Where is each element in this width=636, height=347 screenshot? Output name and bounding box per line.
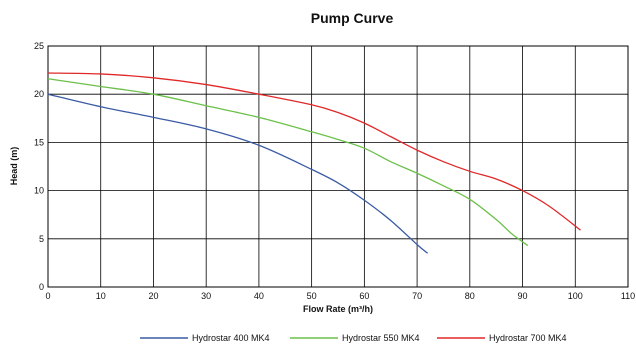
x-tick-label: 50 <box>307 291 317 301</box>
x-tick-label: 30 <box>201 291 211 301</box>
chart-title: Pump Curve <box>311 10 394 26</box>
x-tick-label: 40 <box>254 291 264 301</box>
legend-label-3: Hydrostar 700 MK4 <box>489 333 567 343</box>
y-tick-label: 25 <box>34 41 44 51</box>
y-tick-label: 5 <box>39 234 44 244</box>
x-tick-label: 100 <box>568 291 583 301</box>
y-axis-title: Head (m) <box>9 147 19 186</box>
series-line-3 <box>47 72 581 231</box>
x-tick-label: 70 <box>412 291 422 301</box>
series-line-2 <box>47 78 529 247</box>
y-tick-label: 15 <box>34 137 44 147</box>
series-line-1 <box>47 93 429 254</box>
y-tick-label: 20 <box>34 89 44 99</box>
x-tick-label: 0 <box>45 291 50 301</box>
grid-lines <box>48 46 628 287</box>
y-tick-label: 10 <box>34 186 44 196</box>
legend-label-1: Hydrostar 400 MK4 <box>192 333 270 343</box>
plot-frame <box>47 45 629 288</box>
x-tick-label: 90 <box>518 291 528 301</box>
legend: Hydrostar 400 MK4 Hydrostar 550 MK4 Hydros… <box>140 333 567 343</box>
y-tick-labels: 0 5 10 15 20 25 <box>34 41 44 292</box>
x-tick-label: 20 <box>148 291 158 301</box>
x-tick-labels: 0 10 20 30 40 50 60 70 80 90 100 110 <box>45 291 635 301</box>
y-tick-label: 0 <box>39 282 44 292</box>
x-axis-title: Flow Rate (m³/h) <box>303 304 373 314</box>
x-tick-label: 80 <box>465 291 475 301</box>
x-tick-label: 110 <box>621 291 635 301</box>
x-tick-label: 60 <box>359 291 369 301</box>
series-lines <box>47 72 581 254</box>
legend-label-2: Hydrostar 550 MK4 <box>342 333 420 343</box>
x-tick-label: 10 <box>96 291 106 301</box>
